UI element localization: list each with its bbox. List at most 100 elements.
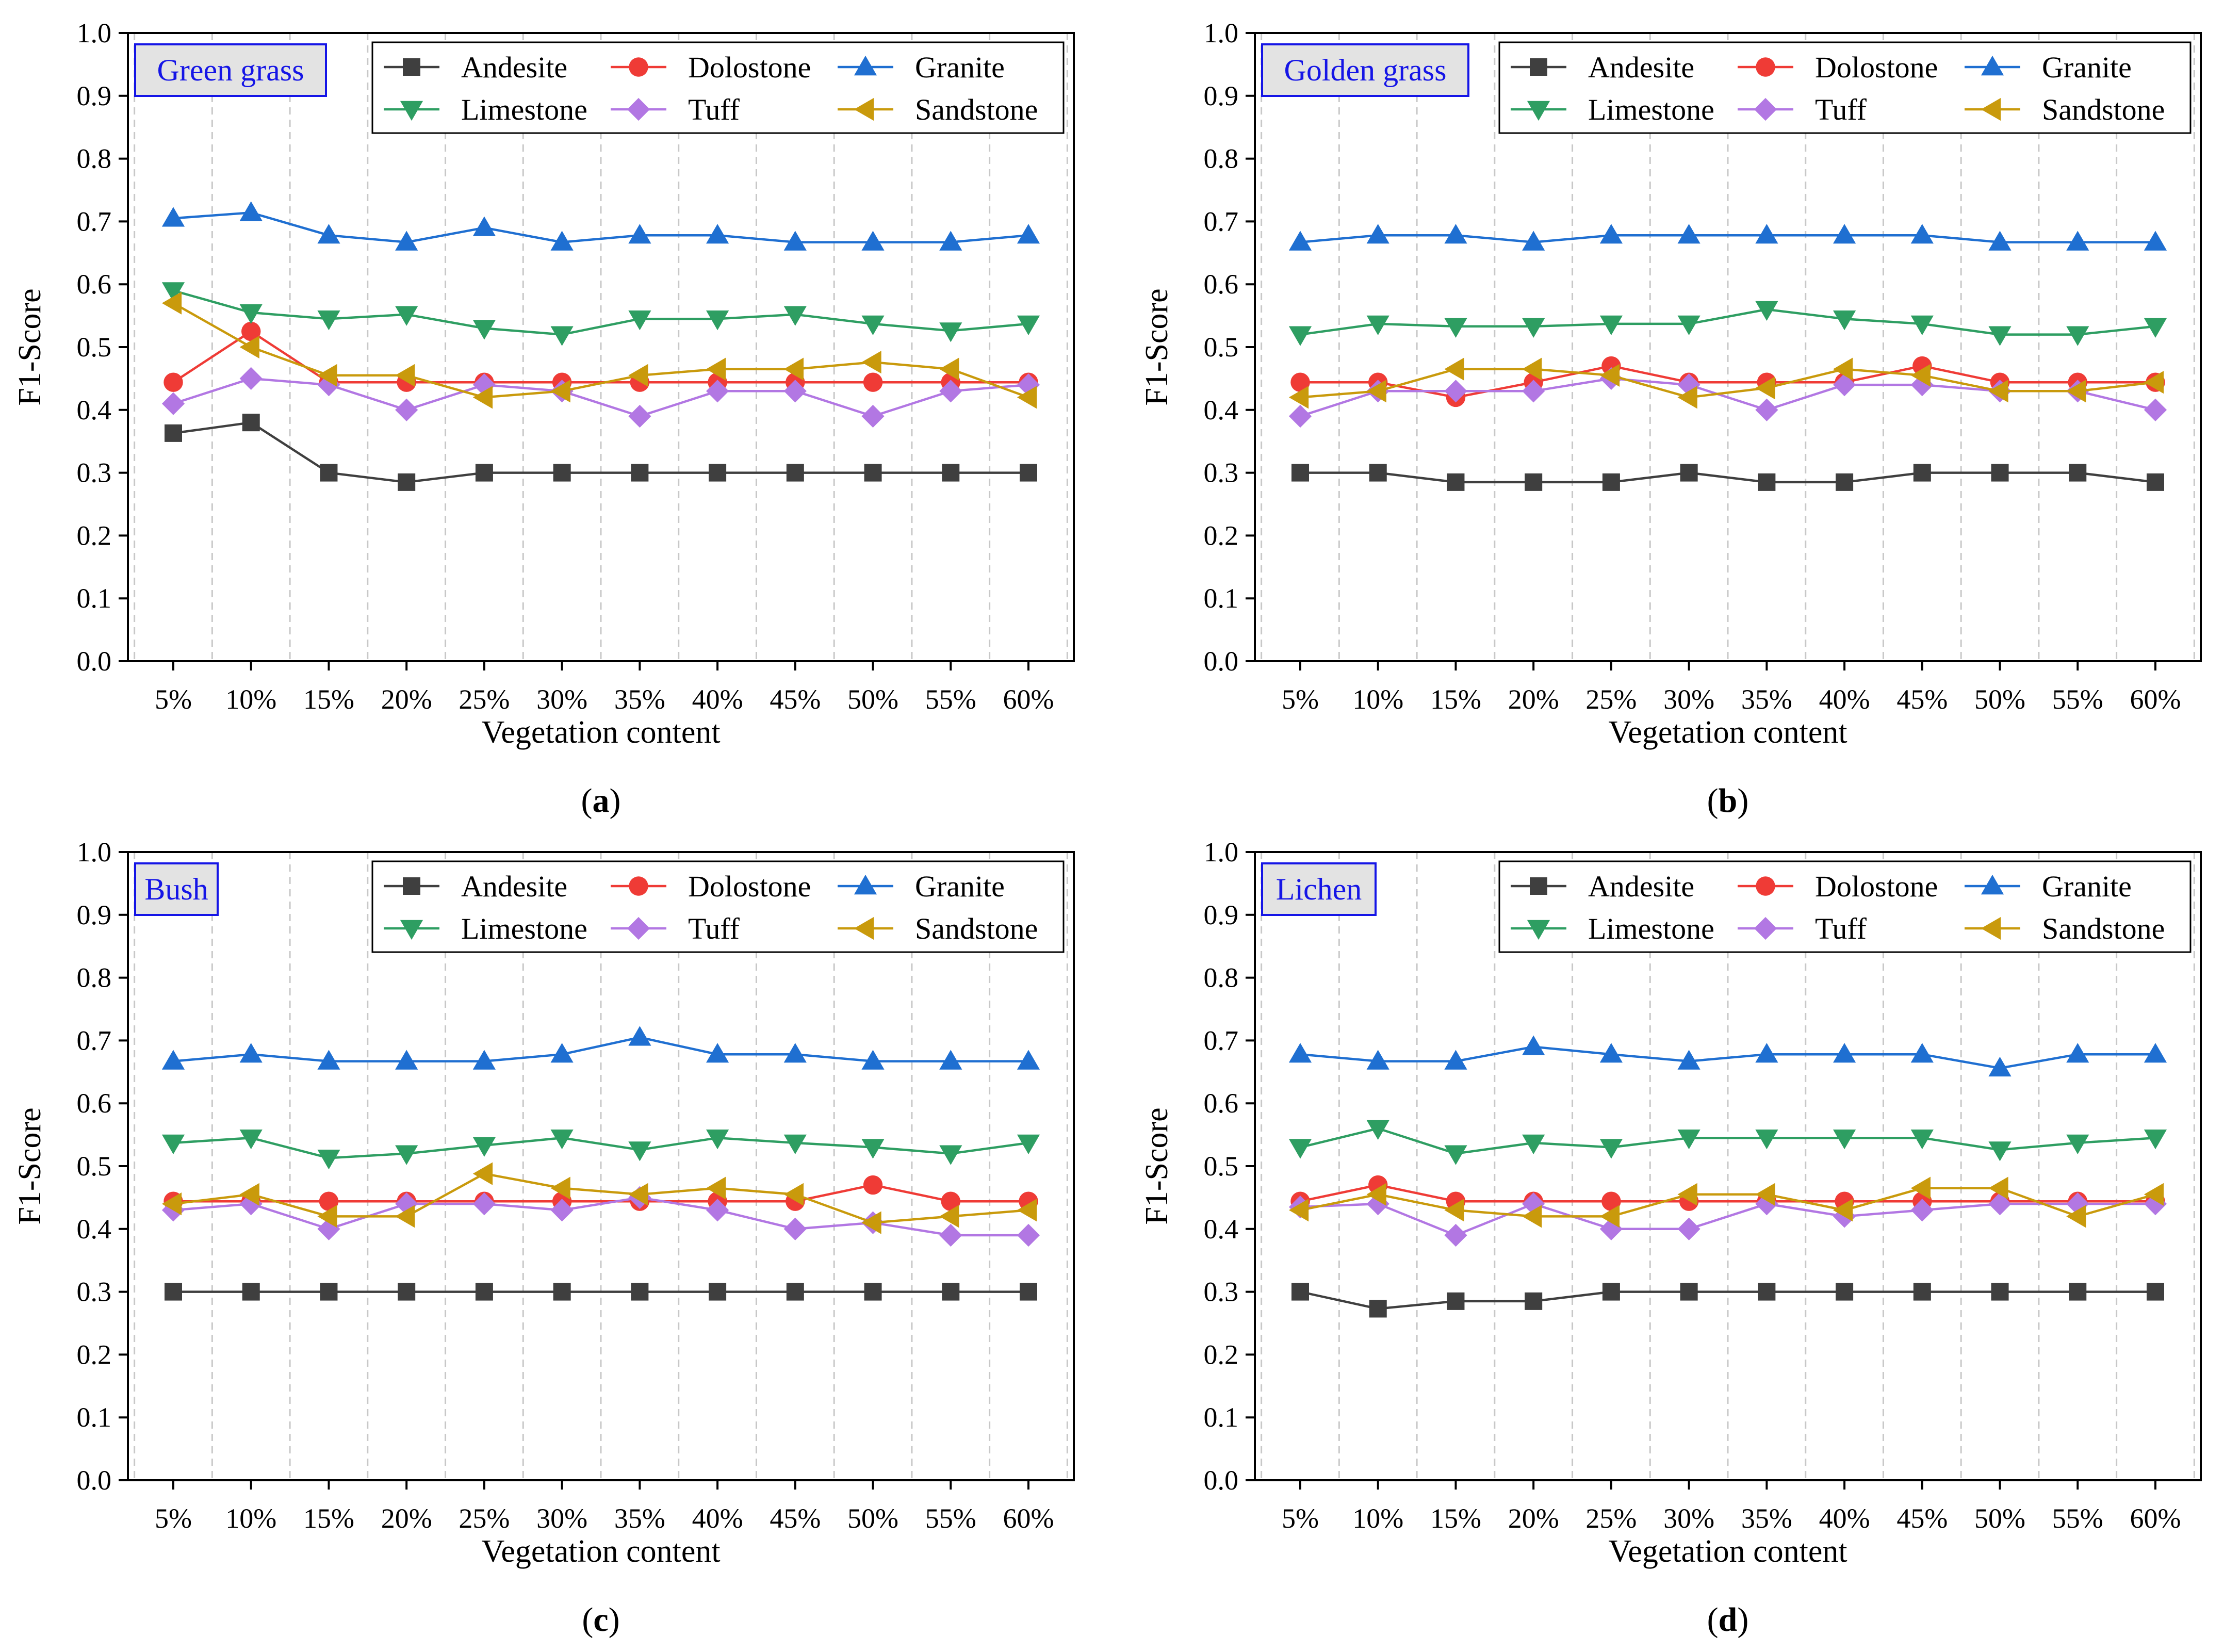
- y-tick-label: 0.0: [1204, 1465, 1239, 1496]
- data-point: [320, 464, 338, 482]
- data-point: [2066, 326, 2089, 346]
- data-point: [1522, 380, 1545, 403]
- data-point: [939, 1223, 962, 1247]
- data-point: [1680, 1283, 1698, 1301]
- series-line: [1300, 1290, 2155, 1310]
- data-point: [242, 414, 260, 432]
- panel-caption-letter: a: [593, 782, 610, 820]
- data-point: [239, 201, 263, 221]
- x-tick-label: 25%: [459, 684, 510, 715]
- series-sandstone: [161, 1162, 1037, 1234]
- data-point: [395, 1145, 418, 1165]
- series-granite: [1288, 1035, 2167, 1077]
- legend-box: [1498, 41, 2192, 134]
- data-point: [939, 231, 962, 251]
- x-axis-title: Vegetation content: [1608, 1534, 1847, 1569]
- data-point: [861, 1050, 885, 1070]
- data-point: [1836, 473, 1854, 491]
- chart-panel-a: 0.0 0.1 0.2 0.3 0.4 0.5 0.6 0.7 0.8 0.9 1.0 5% 10% 15…: [12, 18, 1075, 820]
- x-tick-label: 15%: [303, 1503, 354, 1534]
- data-point: [239, 1130, 263, 1150]
- legend-label: Granite: [915, 870, 1005, 903]
- data-point: [1444, 224, 1467, 244]
- data-point: [1602, 1283, 1620, 1301]
- data-point: [2144, 1043, 2167, 1063]
- x-tick-label: 25%: [1585, 684, 1637, 715]
- data-point: [2144, 231, 2167, 251]
- data-point: [861, 404, 885, 428]
- data-point: [2144, 1130, 2167, 1150]
- data-point: [1910, 1199, 1934, 1222]
- series-line: [173, 1172, 1029, 1224]
- data-point: [861, 1139, 885, 1159]
- data-point: [1988, 326, 2012, 346]
- data-point: [161, 1050, 185, 1070]
- y-tick-label: 1.0: [77, 18, 112, 48]
- data-point: [239, 367, 263, 390]
- series-limestone: [1288, 1120, 2167, 1165]
- legend-label: Dolostone: [1815, 870, 1938, 903]
- data-point: [398, 1283, 416, 1301]
- data-point: [706, 1130, 729, 1150]
- data-point: [863, 1175, 883, 1195]
- data-point: [1017, 1223, 1040, 1247]
- data-point: [1755, 1130, 1778, 1150]
- data-point: [783, 1043, 807, 1063]
- data-point: [1017, 373, 1040, 397]
- data-point: [2144, 1183, 2164, 1206]
- x-tick-label: 20%: [381, 684, 432, 715]
- data-point: [1988, 231, 2012, 251]
- x-tick-label: 50%: [847, 1503, 898, 1534]
- x-axis-title: Vegetation content: [481, 1534, 720, 1569]
- legend-label: Sandstone: [2042, 93, 2165, 126]
- legend-marker: [403, 58, 420, 76]
- data-point: [1525, 1292, 1543, 1310]
- series-granite: [161, 201, 1040, 251]
- series-andesite: [1291, 1283, 2164, 1318]
- data-point: [1677, 224, 1700, 244]
- data-point: [239, 335, 259, 359]
- y-tick-label: 0.1: [77, 1402, 112, 1433]
- y-tick-label: 0.0: [1204, 646, 1239, 677]
- data-point: [628, 404, 651, 428]
- data-point: [165, 1283, 182, 1301]
- data-point: [1755, 301, 1778, 321]
- data-point: [1755, 377, 1775, 400]
- x-tick-label: 35%: [614, 1503, 665, 1534]
- legend-label: Sandstone: [2042, 912, 2165, 945]
- panel-title: Green grass: [157, 53, 304, 87]
- data-point: [864, 464, 882, 482]
- x-tick-label: 10%: [225, 1503, 276, 1534]
- data-point: [161, 282, 185, 302]
- series-granite: [1288, 224, 2167, 251]
- legend: Andesite Dolostone Granite Limestone Tuff San…: [371, 41, 1065, 134]
- x-tick-label: 5%: [155, 684, 192, 715]
- legend-marker: [629, 57, 648, 77]
- y-tick-label: 0.7: [77, 1025, 112, 1056]
- x-tick-label: 45%: [770, 684, 821, 715]
- legend-marker: [1981, 55, 2004, 76]
- legend-marker: [1527, 920, 1550, 940]
- data-point: [1369, 464, 1387, 482]
- series-tuff: [161, 367, 1040, 428]
- data-point: [783, 1217, 807, 1240]
- x-axis-title: Vegetation content: [481, 715, 720, 750]
- y-tick-label: 0.9: [77, 899, 112, 930]
- chart-panel-d: 0.0 0.1 0.2 0.3 0.4 0.5 0.6 0.7 0.8 0.9 1.0 5% 10% 15…: [1139, 837, 2202, 1639]
- y-axis-title: F1-Score: [1139, 1107, 1174, 1224]
- data-point: [1444, 1145, 1467, 1165]
- data-point: [1677, 386, 1697, 409]
- data-point: [550, 380, 570, 403]
- x-tick-label: 60%: [2130, 1503, 2181, 1534]
- legend-marker: [854, 97, 874, 121]
- data-point: [1017, 224, 1040, 244]
- data-point: [472, 1162, 493, 1185]
- y-tick-label: 0.5: [1204, 332, 1239, 363]
- data-point: [1366, 380, 1386, 403]
- legend-label: Limestone: [1588, 93, 1714, 126]
- y-tick-label: 0.1: [1204, 583, 1239, 614]
- data-point: [1677, 1130, 1700, 1150]
- data-point: [2144, 318, 2167, 338]
- data-point: [709, 1283, 727, 1301]
- series-line: [173, 377, 1029, 418]
